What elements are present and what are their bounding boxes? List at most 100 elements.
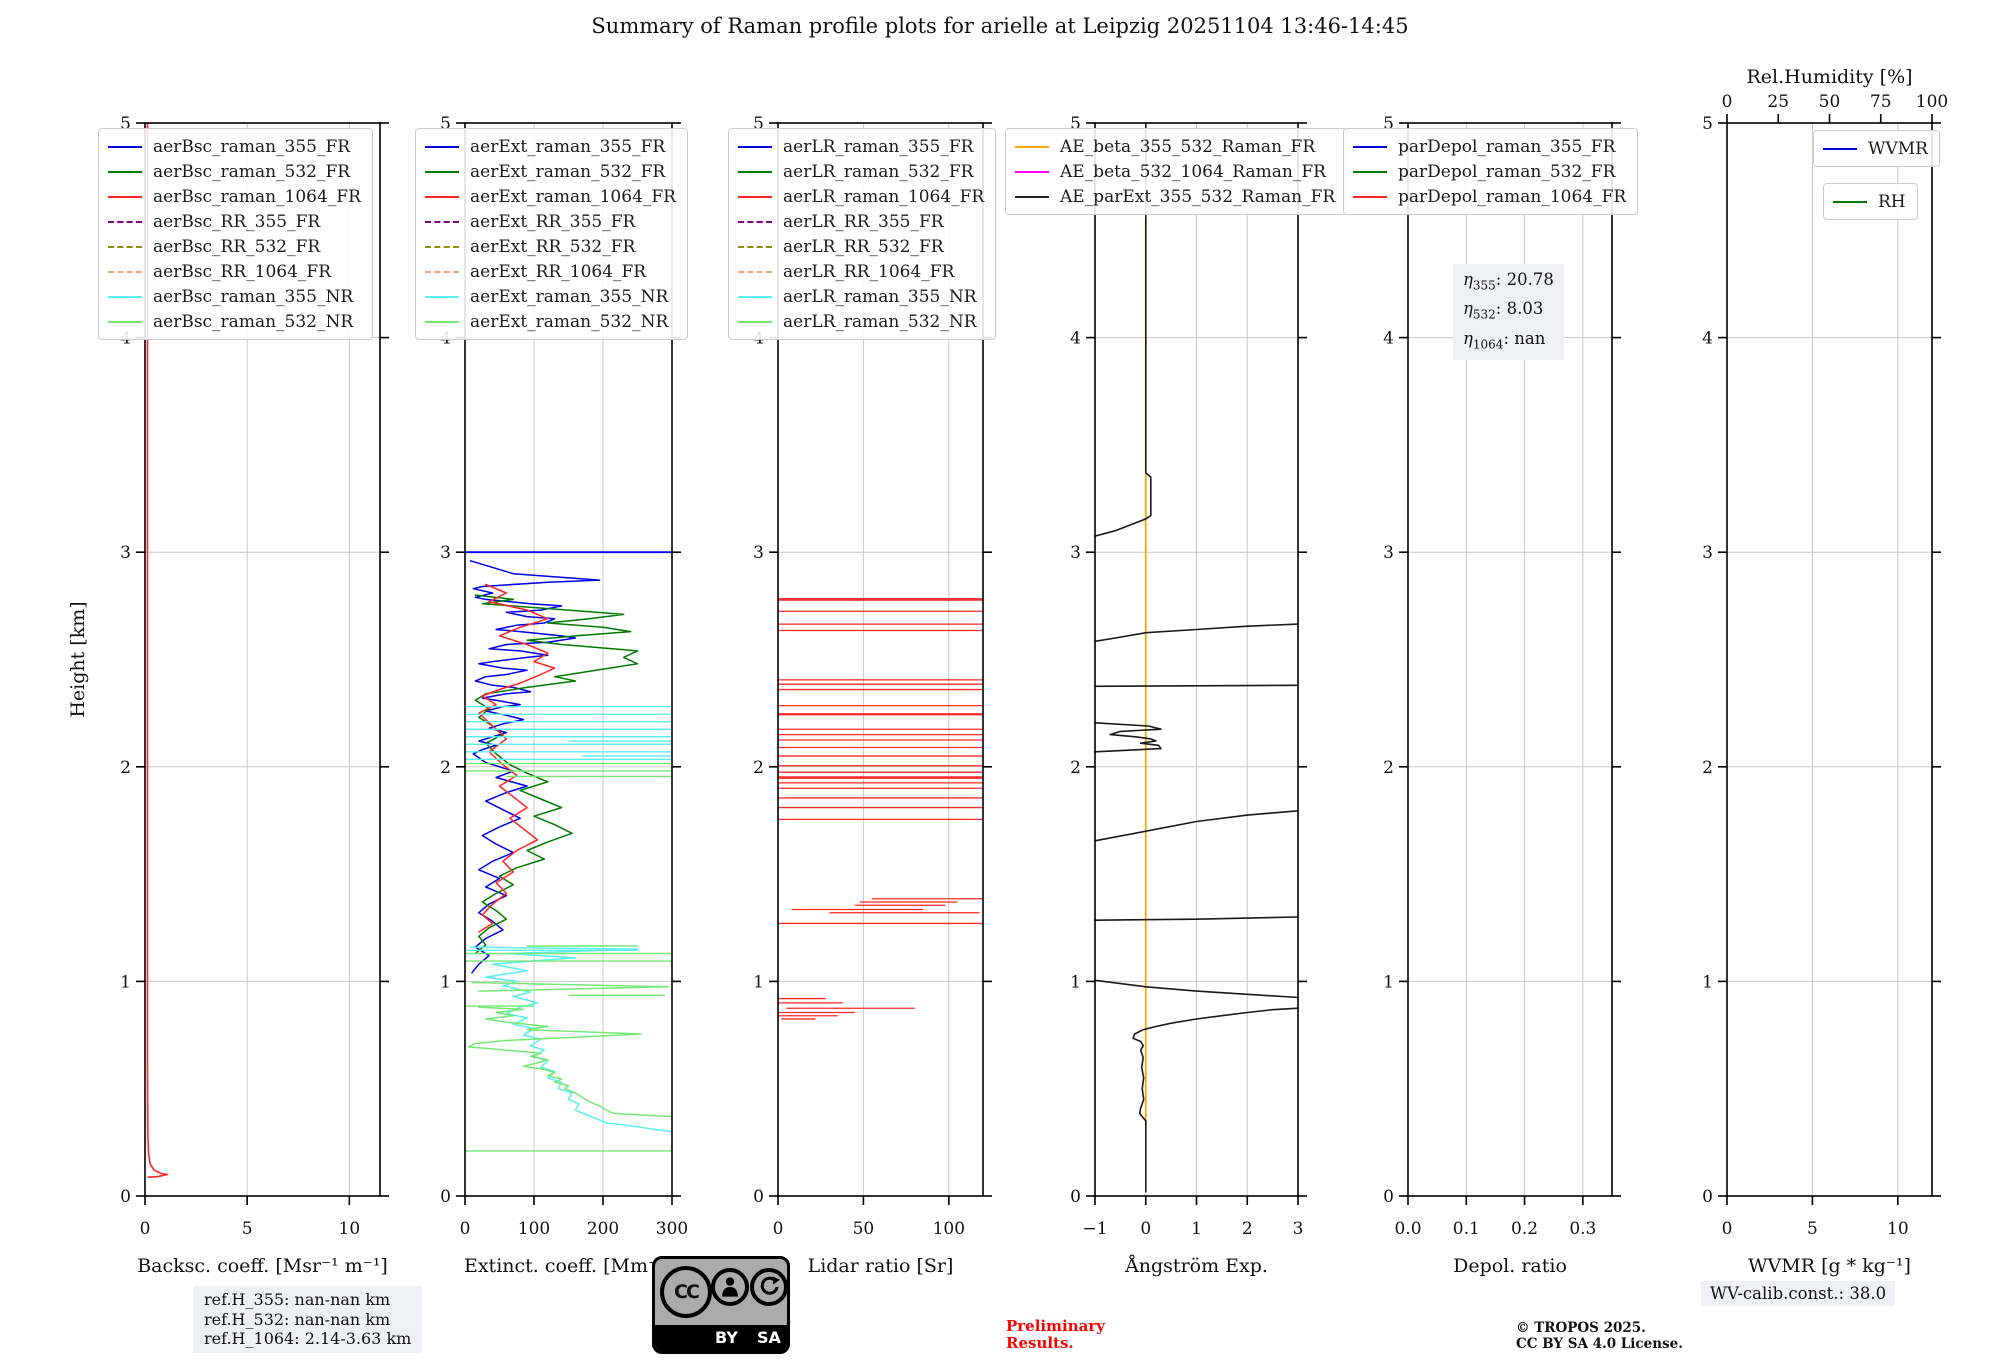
legend-item: aerExt_RR_355_FR bbox=[425, 209, 676, 234]
legend-label: aerBsc_raman_355_FR bbox=[153, 136, 351, 157]
legend-label: aerBsc_raman_532_NR bbox=[153, 311, 354, 332]
svg-text:Extinct. coeff. [Mm⁻¹]: Extinct. coeff. [Mm⁻¹] bbox=[464, 1255, 673, 1277]
attribution-person-icon bbox=[711, 1268, 749, 1306]
legend-item: aerLR_raman_355_FR bbox=[738, 134, 984, 159]
svg-text:0: 0 bbox=[1383, 1187, 1394, 1207]
legend-color-sample bbox=[425, 295, 459, 298]
svg-text:3: 3 bbox=[1702, 543, 1713, 563]
legend-label: aerBsc_raman_355_NR bbox=[153, 286, 354, 307]
legend-label: aerExt_raman_1064_FR bbox=[470, 186, 676, 207]
svg-text:2: 2 bbox=[1070, 758, 1081, 778]
svg-text:0: 0 bbox=[773, 1219, 784, 1239]
legend-label: aerBsc_RR_1064_FR bbox=[153, 261, 332, 282]
svg-text:100: 100 bbox=[933, 1219, 965, 1239]
svg-text:0: 0 bbox=[753, 1187, 764, 1207]
svg-text:Lidar ratio [Sr]: Lidar ratio [Sr] bbox=[808, 1255, 954, 1277]
legend-color-sample bbox=[108, 145, 142, 148]
legend-label: aerLR_raman_532_FR bbox=[783, 161, 974, 182]
cc-icons-row: CC bbox=[655, 1259, 787, 1325]
legend-color-sample bbox=[1353, 170, 1387, 173]
legend-color-sample bbox=[1823, 147, 1857, 150]
cc-sa-label: SA bbox=[757, 1328, 781, 1347]
svg-text:0: 0 bbox=[1722, 1219, 1733, 1239]
wv-calib-annotation: WV-calib.const.: 38.0 bbox=[1701, 1281, 1896, 1306]
svg-text:300: 300 bbox=[656, 1219, 688, 1239]
legend-item: aerBsc_raman_355_NR bbox=[108, 284, 361, 309]
legend-label: aerExt_RR_1064_FR bbox=[470, 261, 647, 282]
legend-color-sample bbox=[108, 270, 142, 273]
legend-label: aerExt_RR_355_FR bbox=[470, 211, 636, 232]
legend-item: aerExt_raman_532_FR bbox=[425, 159, 676, 184]
legend-label: AE_beta_355_532_Raman_FR bbox=[1060, 136, 1316, 157]
svg-text:0.2: 0.2 bbox=[1511, 1219, 1538, 1239]
svg-text:4: 4 bbox=[1702, 329, 1713, 349]
legend-color-sample bbox=[1353, 145, 1387, 148]
svg-text:25: 25 bbox=[1767, 92, 1789, 112]
legend-label: aerExt_raman_532_NR bbox=[470, 311, 669, 332]
legend-color-sample bbox=[738, 270, 772, 273]
svg-text:Height [km]: Height [km] bbox=[67, 601, 89, 717]
svg-text:2: 2 bbox=[440, 758, 451, 778]
page-title: Summary of Raman profile plots for ariel… bbox=[591, 14, 1409, 38]
legend-item: aerBsc_raman_1064_FR bbox=[108, 184, 361, 209]
legend-item: parDepol_raman_1064_FR bbox=[1353, 184, 1626, 209]
svg-text:1: 1 bbox=[753, 972, 764, 992]
svg-text:Rel.Humidity [%]: Rel.Humidity [%] bbox=[1746, 66, 1912, 88]
svg-text:Ångström Exp.: Ångström Exp. bbox=[1124, 1255, 1268, 1277]
cc-icon: CC bbox=[660, 1266, 712, 1318]
svg-text:0.0: 0.0 bbox=[1394, 1219, 1421, 1239]
legend-item: parDepol_raman_532_FR bbox=[1353, 159, 1626, 184]
svg-text:3: 3 bbox=[120, 543, 131, 563]
svg-text:200: 200 bbox=[587, 1219, 619, 1239]
svg-text:3: 3 bbox=[1293, 1219, 1304, 1239]
svg-text:10: 10 bbox=[1887, 1219, 1909, 1239]
legend-color-sample bbox=[1833, 200, 1867, 203]
legend-lidar_ratio: aerLR_raman_355_FR aerLR_raman_532_FR aerL… bbox=[728, 128, 997, 340]
legend-item: aerLR_raman_1064_FR bbox=[738, 184, 984, 209]
legend-label: aerExt_raman_355_FR bbox=[470, 136, 666, 157]
svg-text:5: 5 bbox=[440, 114, 451, 134]
legend-color-sample bbox=[738, 220, 772, 223]
svg-text:1: 1 bbox=[1383, 972, 1394, 992]
eta-line: η355: 20.78 bbox=[1463, 270, 1554, 293]
legend-label: parDepol_raman_1064_FR bbox=[1398, 186, 1627, 207]
legend-label: RH bbox=[1878, 191, 1906, 212]
svg-text:100: 100 bbox=[1916, 92, 1948, 112]
svg-text:WVMR [g * kg⁻¹]: WVMR [g * kg⁻¹] bbox=[1748, 1255, 1911, 1277]
legend-item: aerBsc_RR_532_FR bbox=[108, 234, 361, 259]
svg-text:4: 4 bbox=[1383, 329, 1394, 349]
legend-label: AE_beta_532_1064_Raman_FR bbox=[1060, 161, 1326, 182]
legend-item: aerExt_raman_355_NR bbox=[425, 284, 676, 309]
svg-text:5: 5 bbox=[1070, 114, 1081, 134]
legend-label: aerBsc_RR_355_FR bbox=[153, 211, 321, 232]
svg-text:2: 2 bbox=[753, 758, 764, 778]
svg-text:0: 0 bbox=[1070, 1187, 1081, 1207]
legend-label: parDepol_raman_355_FR bbox=[1398, 136, 1616, 157]
legend-label: aerLR_raman_532_NR bbox=[783, 311, 977, 332]
svg-text:1: 1 bbox=[1191, 1219, 1202, 1239]
refh-532: ref.H_532: nan-nan km bbox=[204, 1309, 391, 1329]
cc-license-badge: CC BY SA bbox=[652, 1256, 790, 1354]
legend-label: parDepol_raman_532_FR bbox=[1398, 161, 1616, 182]
copyright-note: © TROPOS 2025. CC BY SA 4.0 License. bbox=[1516, 1320, 1683, 1352]
legend-color-sample bbox=[425, 145, 459, 148]
svg-text:5: 5 bbox=[242, 1219, 253, 1239]
svg-text:3: 3 bbox=[1070, 543, 1081, 563]
svg-text:5: 5 bbox=[1807, 1219, 1818, 1239]
legend-label: aerBsc_RR_532_FR bbox=[153, 236, 321, 257]
legend-item: aerBsc_raman_355_FR bbox=[108, 134, 361, 159]
legend-item: aerExt_RR_532_FR bbox=[425, 234, 676, 259]
legend-item: aerBsc_raman_532_NR bbox=[108, 309, 361, 334]
legend-extinction: aerExt_raman_355_FR aerExt_raman_532_FR ae… bbox=[415, 128, 688, 340]
svg-text:1: 1 bbox=[1702, 972, 1713, 992]
svg-text:5: 5 bbox=[753, 114, 764, 134]
legend-color-sample bbox=[108, 295, 142, 298]
legend-label: aerBsc_raman_532_FR bbox=[153, 161, 351, 182]
legend-item: WVMR bbox=[1823, 136, 1928, 161]
legend-color-sample bbox=[738, 320, 772, 323]
legend-item: aerLR_raman_532_FR bbox=[738, 159, 984, 184]
svg-text:0: 0 bbox=[140, 1219, 151, 1239]
legend-item: aerBsc_RR_355_FR bbox=[108, 209, 361, 234]
eta-line: η1064: nan bbox=[1463, 328, 1546, 351]
legend-label: aerLR_RR_355_FR bbox=[783, 211, 944, 232]
